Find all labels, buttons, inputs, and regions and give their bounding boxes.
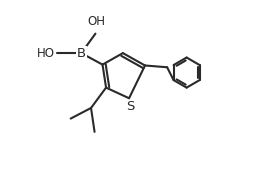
Text: OH: OH [87, 15, 105, 28]
Text: HO: HO [37, 47, 55, 60]
Text: S: S [126, 100, 134, 113]
Text: B: B [77, 47, 86, 60]
